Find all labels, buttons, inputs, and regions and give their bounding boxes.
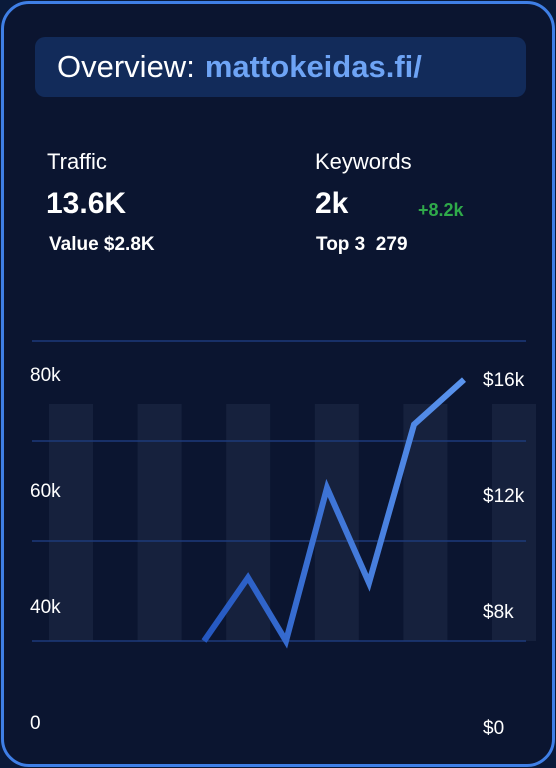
right-axis-tick-label: $8k: [483, 602, 514, 623]
chart-bar: [314, 404, 359, 641]
keywords-value: 2k: [315, 187, 349, 220]
left-axis: 0 40k 60k 80k: [30, 365, 61, 734]
domain-link[interactable]: mattokeidas.fi/: [204, 49, 422, 84]
overview-prefix: Overview:: [57, 49, 195, 84]
right-axis-tick-label: $12k: [483, 486, 525, 507]
left-axis-tick-label: 80k: [30, 365, 61, 386]
chart-line-series: [201, 377, 467, 649]
right-axis: $0 $8k $12k $16k: [483, 370, 525, 739]
traffic-series-line: [201, 377, 467, 649]
overview-header: Overview: mattokeidas.fi/: [35, 37, 526, 97]
left-axis-tick-label: 0: [30, 713, 41, 734]
chart-bar: [492, 404, 536, 641]
traffic-value-secondary: Value $2.8K: [49, 234, 155, 255]
chart-background-bars: [49, 404, 536, 641]
chart-gridlines: [32, 340, 526, 642]
chart-bar: [137, 404, 182, 641]
traffic-value: 13.6K: [46, 187, 127, 220]
keywords-change: +8.2k: [418, 200, 464, 220]
keywords-label: Keywords: [315, 149, 412, 174]
right-axis-tick-label: $16k: [483, 370, 525, 391]
chart-bar: [49, 404, 93, 641]
left-axis-tick-label: 60k: [30, 481, 61, 502]
traffic-label: Traffic: [47, 149, 107, 174]
keywords-top3: Top 3 279: [316, 234, 408, 255]
left-axis-tick-label: 40k: [30, 597, 61, 618]
right-axis-tick-label: $0: [483, 718, 504, 739]
traffic-chart: 0 40k 60k 80k $0 $8k $12k $16k: [30, 340, 536, 739]
